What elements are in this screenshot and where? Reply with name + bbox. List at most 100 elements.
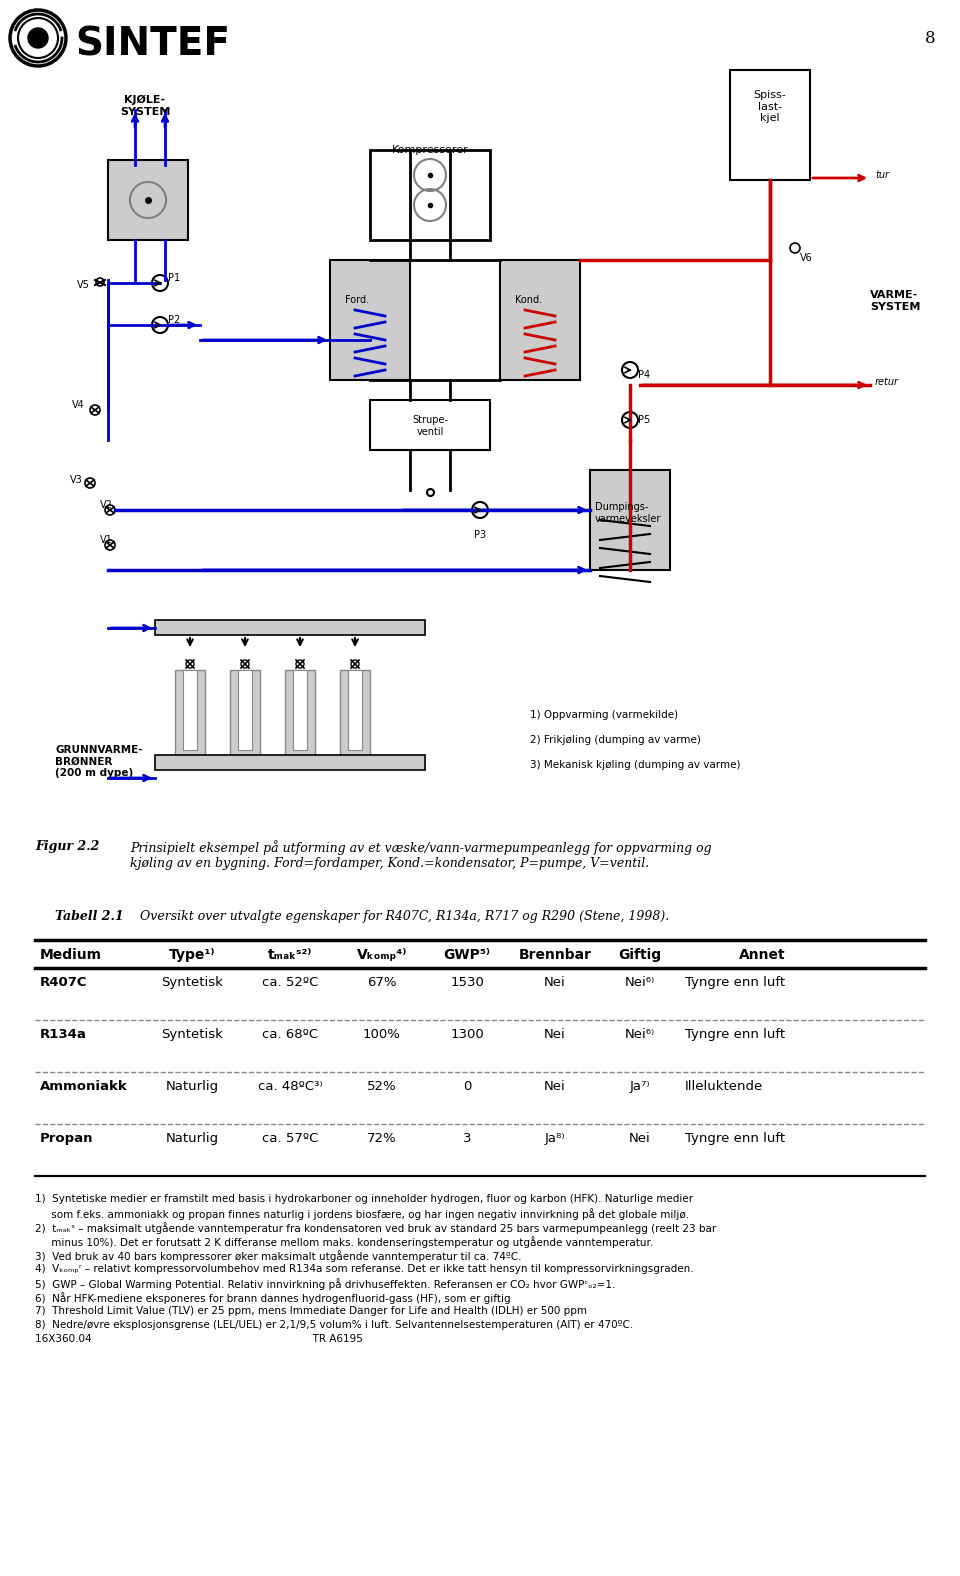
FancyBboxPatch shape <box>500 260 580 380</box>
FancyBboxPatch shape <box>370 150 490 240</box>
Text: 1)  Syntetiske medier er framstilt med basis i hydrokarboner og inneholder hydro: 1) Syntetiske medier er framstilt med ba… <box>35 1195 693 1204</box>
Text: Prinsipielt eksempel på utforming av et væske/vann-varmepumpeanlegg for oppvarmi: Prinsipielt eksempel på utforming av et … <box>130 840 711 870</box>
Text: Naturlig: Naturlig <box>165 1080 219 1094</box>
Text: P5: P5 <box>638 414 650 426</box>
Text: R134a: R134a <box>40 1028 86 1042</box>
Text: ca. 68ºC: ca. 68ºC <box>262 1028 318 1042</box>
Text: Annet: Annet <box>738 949 785 961</box>
Text: 5)  GWP – Global Warming Potential. Relativ innvirkning på drivhuseffekten. Refe: 5) GWP – Global Warming Potential. Relat… <box>35 1278 615 1289</box>
Text: 4)  Vₖₒₘₚʳ – relativt kompressorvolumbehov med R134a som referanse. Det er ikke : 4) Vₖₒₘₚʳ – relativt kompressorvolumbeho… <box>35 1264 694 1273</box>
FancyBboxPatch shape <box>590 470 670 571</box>
Text: 3)  Ved bruk av 40 bars kompressorer øker maksimalt utgående vanntemperatur til : 3) Ved bruk av 40 bars kompressorer øker… <box>35 1250 521 1262</box>
Text: 3) Mekanisk kjøling (dumping av varme): 3) Mekanisk kjøling (dumping av varme) <box>530 760 740 771</box>
Text: V4: V4 <box>72 400 85 410</box>
Text: Nei⁶⁾: Nei⁶⁾ <box>625 976 655 990</box>
Text: 1530: 1530 <box>450 976 484 990</box>
Text: GWP⁵⁾: GWP⁵⁾ <box>444 949 491 961</box>
FancyBboxPatch shape <box>330 260 410 380</box>
Text: Ja⁸⁾: Ja⁸⁾ <box>544 1132 565 1146</box>
Text: ca. 57ºC: ca. 57ºC <box>262 1132 318 1146</box>
Text: 8)  Nedre/øvre eksplosjonsgrense (LEL/UEL) er 2,1/9,5 volum% i luft. Selvantenne: 8) Nedre/øvre eksplosjonsgrense (LEL/UEL… <box>35 1321 634 1330</box>
Text: 67%: 67% <box>368 976 396 990</box>
Text: Illeluktende: Illeluktende <box>685 1080 763 1094</box>
Text: Spiss-
last-
kjel: Spiss- last- kjel <box>754 90 786 123</box>
Text: Syntetisk: Syntetisk <box>161 1028 223 1042</box>
Text: V5: V5 <box>77 281 90 290</box>
Text: P2: P2 <box>168 315 180 325</box>
Text: Tyngre enn luft: Tyngre enn luft <box>685 976 785 990</box>
FancyBboxPatch shape <box>155 755 425 771</box>
FancyBboxPatch shape <box>183 670 197 750</box>
Text: 100%: 100% <box>363 1028 401 1042</box>
FancyBboxPatch shape <box>293 670 307 750</box>
Text: Brennbar: Brennbar <box>518 949 591 961</box>
Text: Nei: Nei <box>544 1028 565 1042</box>
Text: 0: 0 <box>463 1080 471 1094</box>
Text: Tyngre enn luft: Tyngre enn luft <box>685 1028 785 1042</box>
Text: KJØLE-
SYSTEM: KJØLE- SYSTEM <box>120 95 170 117</box>
Text: Nei: Nei <box>544 976 565 990</box>
Text: Ford.: Ford. <box>345 295 370 306</box>
Text: Nei⁶⁾: Nei⁶⁾ <box>625 1028 655 1042</box>
Text: tur: tur <box>875 170 889 180</box>
Text: 7)  Threshold Limit Value (TLV) er 25 ppm, mens Immediate Danger for Life and He: 7) Threshold Limit Value (TLV) er 25 ppm… <box>35 1307 587 1316</box>
Text: 3: 3 <box>463 1132 471 1146</box>
Text: P3: P3 <box>474 530 486 541</box>
Text: P4: P4 <box>638 370 650 380</box>
Text: Medium: Medium <box>40 949 102 961</box>
Text: Tabell 2.1: Tabell 2.1 <box>55 909 124 924</box>
Text: som f.eks. ammoniakk og propan finnes naturlig i jordens biosfære, og har ingen : som f.eks. ammoniakk og propan finnes na… <box>35 1207 689 1220</box>
Text: Tyngre enn luft: Tyngre enn luft <box>685 1132 785 1146</box>
Text: Kompressorer: Kompressorer <box>392 145 468 154</box>
Text: V1: V1 <box>100 534 112 545</box>
Text: V6: V6 <box>800 254 813 263</box>
Text: ca. 48ºC³⁾: ca. 48ºC³⁾ <box>257 1080 323 1094</box>
Text: Nei: Nei <box>544 1080 565 1094</box>
Text: V2: V2 <box>100 500 113 511</box>
Text: ca. 52ºC: ca. 52ºC <box>262 976 318 990</box>
Text: retur: retur <box>875 377 899 388</box>
Text: R407C: R407C <box>40 976 87 990</box>
Text: 2) Frikjøling (dumping av varme): 2) Frikjøling (dumping av varme) <box>530 734 701 745</box>
Text: Ja⁷⁾: Ja⁷⁾ <box>630 1080 650 1094</box>
Text: Strupe-
ventil: Strupe- ventil <box>412 414 448 437</box>
Text: 16X360.04                                                                    TR : 16X360.04 TR <box>35 1333 363 1344</box>
FancyBboxPatch shape <box>730 69 810 180</box>
FancyBboxPatch shape <box>155 619 425 635</box>
Text: 72%: 72% <box>367 1132 396 1146</box>
Text: Oversikt over utvalgte egenskaper for R407C, R134a, R717 og R290 (Stene, 1998).: Oversikt over utvalgte egenskaper for R4… <box>140 909 669 924</box>
FancyBboxPatch shape <box>238 670 252 750</box>
Text: 2)  tₘₐₖˢ – maksimalt utgående vanntemperatur fra kondensatoren ved bruk av stan: 2) tₘₐₖˢ – maksimalt utgående vanntemper… <box>35 1221 716 1234</box>
Text: minus 10%). Det er forutsatt 2 K differanse mellom maks. kondenseringstemperatur: minus 10%). Det er forutsatt 2 K differa… <box>35 1236 653 1248</box>
Text: Vₖₒₘₚ⁴⁾: Vₖₒₘₚ⁴⁾ <box>357 949 407 961</box>
Text: 6)  Når HFK-mediene eksponeres for brann dannes hydrogenfluorid-gass (HF), som e: 6) Når HFK-mediene eksponeres for brann … <box>35 1292 511 1303</box>
Text: 8: 8 <box>924 30 935 47</box>
FancyBboxPatch shape <box>108 161 188 240</box>
Text: GRUNNVARME-
BRØNNER
(200 m dype): GRUNNVARME- BRØNNER (200 m dype) <box>55 745 142 779</box>
Text: 1) Oppvarming (varmekilde): 1) Oppvarming (varmekilde) <box>530 711 678 720</box>
Text: 1300: 1300 <box>450 1028 484 1042</box>
FancyBboxPatch shape <box>348 670 362 750</box>
Text: Naturlig: Naturlig <box>165 1132 219 1146</box>
Text: Type¹⁾: Type¹⁾ <box>169 949 215 961</box>
Text: P1: P1 <box>168 273 180 284</box>
Text: 52%: 52% <box>367 1080 396 1094</box>
Text: Propan: Propan <box>40 1132 93 1146</box>
FancyBboxPatch shape <box>175 670 205 760</box>
Text: tₘₐₖˢ²⁾: tₘₐₖˢ²⁾ <box>268 949 312 961</box>
FancyBboxPatch shape <box>285 670 315 760</box>
Text: VARME-
SYSTEM: VARME- SYSTEM <box>870 290 921 312</box>
FancyBboxPatch shape <box>340 670 370 760</box>
Text: Kond.: Kond. <box>515 295 542 306</box>
Text: Giftig: Giftig <box>618 949 661 961</box>
Text: Figur 2.2: Figur 2.2 <box>35 840 100 853</box>
Text: Nei: Nei <box>629 1132 651 1146</box>
Text: SINTEF: SINTEF <box>75 25 230 63</box>
Text: V3: V3 <box>70 474 83 485</box>
Text: Syntetisk: Syntetisk <box>161 976 223 990</box>
FancyBboxPatch shape <box>370 400 490 451</box>
Circle shape <box>28 28 48 47</box>
FancyBboxPatch shape <box>230 670 260 760</box>
Text: Ammoniakk: Ammoniakk <box>40 1080 128 1094</box>
Text: Dumpings-
varmeveksler: Dumpings- varmeveksler <box>595 503 661 523</box>
